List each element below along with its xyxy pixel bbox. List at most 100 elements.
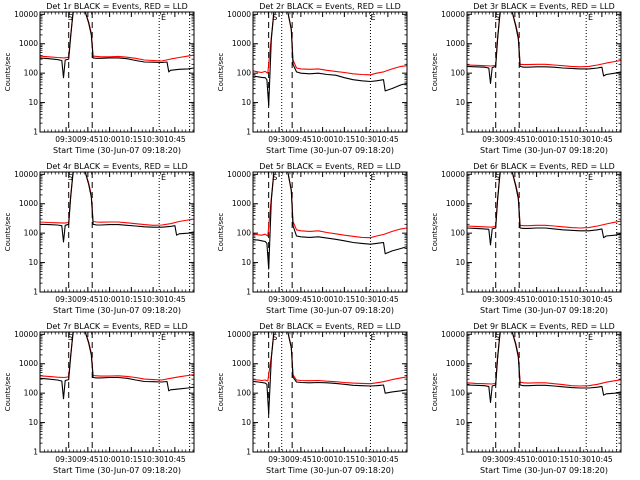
series-group bbox=[253, 12, 407, 106]
y-tick-label: 10000 bbox=[227, 170, 251, 179]
y-tick-label: 1000 bbox=[19, 39, 38, 48]
x-tick-label: 10:15 bbox=[121, 455, 143, 464]
end-marker-label: E bbox=[371, 333, 376, 342]
lld-series-line bbox=[253, 12, 407, 76]
x-tick-label: 10:15 bbox=[334, 295, 356, 304]
y-tick-label: 100 bbox=[451, 229, 466, 238]
x-axis-label: Start Time (30-Jun-07 09:18:20) bbox=[480, 146, 608, 155]
end-marker-label: E bbox=[588, 173, 593, 182]
x-tick-label: 10:15 bbox=[548, 455, 570, 464]
x-axis-label: Start Time (30-Jun-07 09:18:20) bbox=[480, 306, 608, 315]
panel-det-3: Det 3r BLACK = Events, RED = LLD Start Ti… bbox=[431, 2, 622, 155]
end-marker-label: E bbox=[588, 13, 593, 22]
x-tick-label: 10:15 bbox=[121, 295, 143, 304]
y-axis-label: Counts/sec bbox=[4, 53, 12, 92]
y-tick-label: 10 bbox=[455, 418, 465, 427]
x-tick-label: 09:30 bbox=[55, 135, 77, 144]
x-tick-label: 10:45 bbox=[377, 455, 399, 464]
x-tick-label: 10:00 bbox=[312, 295, 334, 304]
x-tick-label: 10:00 bbox=[526, 455, 548, 464]
plot-frame bbox=[252, 171, 408, 293]
x-tick-label: 10:45 bbox=[591, 295, 613, 304]
y-tick-label: 1000 bbox=[232, 359, 251, 368]
x-tick-label: 10:15 bbox=[121, 135, 143, 144]
plot-frame bbox=[39, 331, 195, 453]
start-marker-label: S bbox=[495, 13, 500, 22]
panel-det-7: Det 7r BLACK = Events, RED = LLD Start Ti… bbox=[4, 322, 195, 475]
x-tick-label: 10:15 bbox=[334, 455, 356, 464]
x-tick-label: 10:30 bbox=[142, 135, 164, 144]
y-tick-label: 1000 bbox=[232, 39, 251, 48]
x-tick-label: 10:45 bbox=[591, 455, 613, 464]
panel-det-1: Det 1r BLACK = Events, RED = LLD Start Ti… bbox=[4, 2, 195, 155]
x-tick-label: 10:45 bbox=[377, 295, 399, 304]
series-group bbox=[40, 332, 194, 400]
x-tick-label: 10:00 bbox=[312, 455, 334, 464]
plot-frame bbox=[39, 171, 195, 293]
x-tick-label: 09:30 bbox=[268, 135, 290, 144]
y-tick-label: 100 bbox=[237, 389, 252, 398]
x-tick-label: 09:45 bbox=[504, 295, 526, 304]
end-marker-label: E bbox=[161, 13, 166, 22]
y-tick-label: 100 bbox=[237, 69, 252, 78]
y-tick-label: 1000 bbox=[446, 359, 465, 368]
x-tick-label: 10:30 bbox=[355, 135, 377, 144]
panel-title: Det 9r BLACK = Events, RED = LLD bbox=[473, 322, 615, 331]
x-tick-label: 10:15 bbox=[548, 295, 570, 304]
x-tick-label: 09:45 bbox=[77, 295, 99, 304]
y-axis-label: Counts/sec bbox=[431, 53, 439, 92]
end-marker-label: E bbox=[161, 173, 166, 182]
y-tick-label: 10000 bbox=[441, 330, 465, 339]
panel-det-6: Det 6r BLACK = Events, RED = LLD Start Ti… bbox=[431, 162, 622, 315]
x-axis-label: Start Time (30-Jun-07 09:18:20) bbox=[53, 306, 181, 315]
y-tick-label: 1000 bbox=[19, 199, 38, 208]
y-tick-label: 10 bbox=[28, 98, 38, 107]
start-marker-label: S bbox=[272, 173, 277, 182]
x-tick-label: 09:30 bbox=[55, 455, 77, 464]
y-tick-label: 1000 bbox=[232, 199, 251, 208]
y-tick-label: 1000 bbox=[446, 199, 465, 208]
y-axis-label: Counts/sec bbox=[217, 373, 225, 412]
x-tick-label: 10:30 bbox=[142, 455, 164, 464]
plot-frame bbox=[252, 331, 408, 453]
y-tick-label: 1 bbox=[460, 288, 465, 297]
x-tick-label: 10:30 bbox=[355, 295, 377, 304]
x-tick-label: 09:45 bbox=[504, 135, 526, 144]
panel-title: Det 3r BLACK = Events, RED = LLD bbox=[473, 2, 615, 11]
panel-det-4: Det 4r BLACK = Events, RED = LLD Start Ti… bbox=[4, 162, 195, 315]
end-marker-label: E bbox=[371, 173, 376, 182]
y-tick-label: 1 bbox=[33, 448, 38, 457]
x-axis-label: Start Time (30-Jun-07 09:18:20) bbox=[480, 466, 608, 475]
y-tick-label: 100 bbox=[237, 229, 252, 238]
y-tick-label: 10000 bbox=[14, 170, 38, 179]
x-tick-label: 09:30 bbox=[268, 295, 290, 304]
panel-title: Det 2r BLACK = Events, RED = LLD bbox=[259, 2, 401, 11]
start-marker-label: S bbox=[272, 333, 277, 342]
plot-frame bbox=[252, 11, 408, 133]
end-marker-label: E bbox=[371, 13, 376, 22]
y-tick-label: 10 bbox=[455, 98, 465, 107]
y-tick-label: 1 bbox=[460, 448, 465, 457]
y-tick-label: 100 bbox=[24, 229, 39, 238]
plot-frame bbox=[466, 171, 622, 293]
x-tick-label: 09:45 bbox=[290, 135, 312, 144]
x-tick-label: 09:30 bbox=[482, 295, 504, 304]
y-tick-label: 10000 bbox=[227, 330, 251, 339]
y-tick-label: 1 bbox=[33, 288, 38, 297]
x-tick-label: 09:30 bbox=[268, 455, 290, 464]
y-tick-label: 1000 bbox=[19, 359, 38, 368]
x-tick-label: 10:00 bbox=[99, 295, 121, 304]
x-tick-label: 10:00 bbox=[99, 455, 121, 464]
x-tick-label: 09:30 bbox=[482, 455, 504, 464]
start-marker-label: S bbox=[68, 333, 73, 342]
x-axis-label: Start Time (30-Jun-07 09:18:20) bbox=[266, 306, 394, 315]
events-series-line bbox=[253, 172, 407, 270]
x-axis-label: Start Time (30-Jun-07 09:18:20) bbox=[53, 146, 181, 155]
x-tick-label: 09:45 bbox=[77, 135, 99, 144]
x-axis-label: Start Time (30-Jun-07 09:18:20) bbox=[266, 466, 394, 475]
y-tick-label: 100 bbox=[24, 389, 39, 398]
series-group bbox=[467, 172, 621, 246]
y-tick-label: 10000 bbox=[441, 170, 465, 179]
